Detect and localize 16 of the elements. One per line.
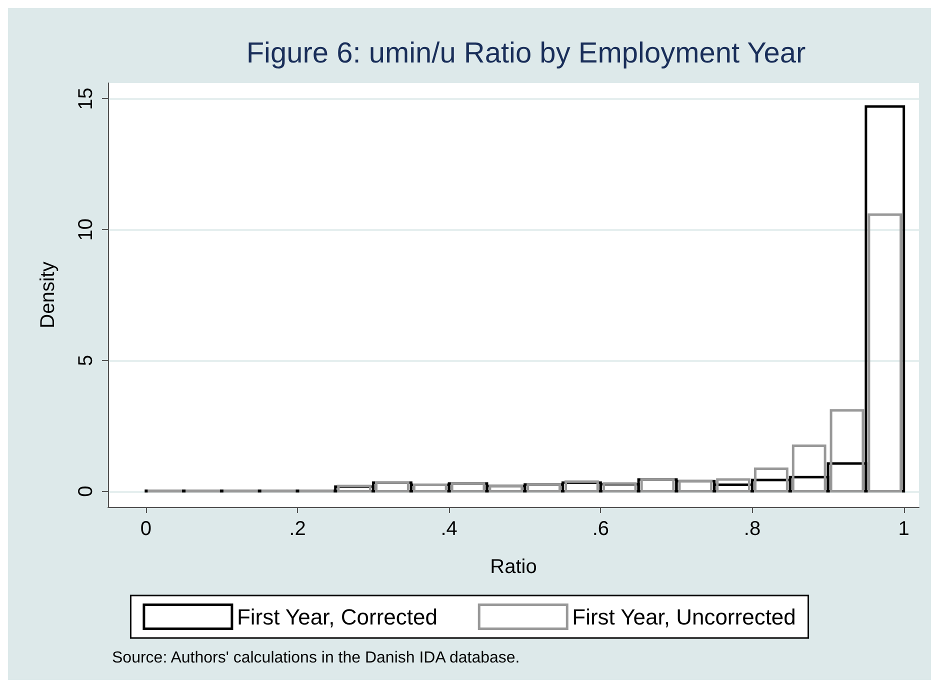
y-tick-label: 5 — [75, 354, 97, 366]
x-tick-label: .6 — [592, 518, 610, 540]
x-tick-label: .2 — [289, 518, 306, 540]
x-tick-label: .8 — [744, 518, 761, 540]
y-tick-label: 15 — [75, 88, 97, 110]
legend-label: First Year, Corrected — [236, 604, 438, 630]
source-note: Source: Authors' calculations in the Danish IDA database. — [112, 650, 520, 666]
x-axis-title: Ratio — [490, 556, 537, 578]
y-tick-label: 0 — [75, 486, 97, 497]
legend-label: First Year, Uncorrected — [572, 604, 796, 630]
chart-title: Figure 6: umin/u Ratio by Employment Year — [246, 38, 806, 70]
y-tick-label: 10 — [75, 218, 97, 241]
x-tick-label: 1 — [898, 518, 910, 540]
x-tick-label: 0 — [140, 518, 152, 540]
x-tick-label: .4 — [440, 518, 458, 540]
y-axis-title: Density — [37, 262, 59, 328]
